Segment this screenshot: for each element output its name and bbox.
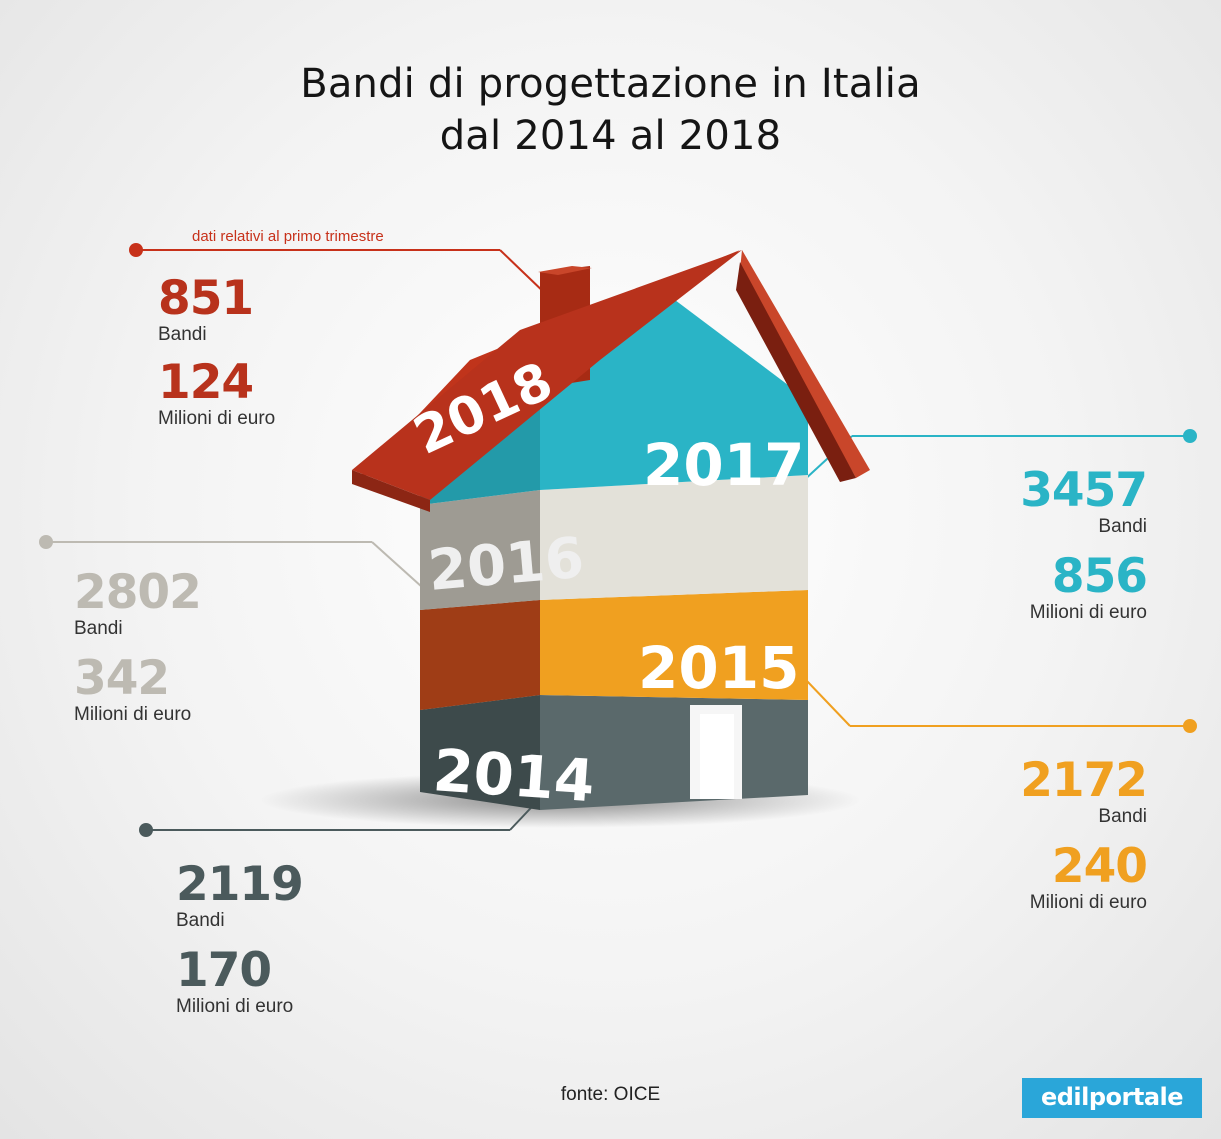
stat-2016-bandi: 2802 [74, 565, 202, 620]
stat-2016-milioni-label: Milioni di euro [74, 704, 192, 725]
band-2015-left-shade [420, 600, 540, 710]
band-2014-left [420, 695, 540, 810]
door-inner [700, 714, 734, 799]
band-2015-front [540, 590, 808, 700]
house-label-2015: 2015 [638, 634, 799, 702]
source-label: fonte: OICE [560, 1084, 661, 1105]
house-label-2014: 2014 [431, 736, 597, 815]
stat-2014-bandi-label: Bandi [176, 910, 225, 931]
stat-2015-bandi-label: Bandi [1098, 806, 1147, 827]
band-2017-front [540, 300, 808, 490]
dot-2016 [39, 535, 53, 549]
stat-2014: 2119 Bandi 170 Milioni di euro [176, 857, 304, 1018]
page-title: Bandi di progettazione in Italia dal 201… [0, 58, 1221, 162]
stat-2014-milioni: 170 [176, 943, 272, 998]
stat-2016-bandi-label: Bandi [74, 618, 123, 639]
dot-2018 [129, 243, 143, 257]
stat-2018-bandi-label: Bandi [158, 324, 207, 345]
stat-2018-milioni-label: Milioni di euro [158, 408, 276, 429]
stat-2016: 2802 Bandi 342 Milioni di euro [74, 565, 202, 726]
dot-2017 [1183, 429, 1197, 443]
stat-2015-milioni: 240 [1051, 839, 1148, 894]
stat-2017-milioni-label: Milioni di euro [1029, 602, 1147, 623]
stat-2015: 2172 Bandi 240 Milioni di euro [1020, 753, 1148, 914]
roof-right-eave [740, 250, 870, 478]
stat-2018: 851 Bandi 124 Milioni di euro [158, 274, 275, 430]
roof-right-under [736, 262, 856, 482]
edilportale-logo[interactable]: edilportale [1022, 1078, 1202, 1118]
stat-2018-bandi: 851 [158, 271, 254, 326]
roof-main [352, 250, 742, 500]
dot-2014 [139, 823, 153, 837]
stat-2015-bandi: 2172 [1020, 753, 1148, 808]
chimney-top [538, 266, 592, 275]
roof-left-edge [352, 470, 430, 512]
note-primo-trimestre: dati relativi al primo trimestre [192, 228, 384, 245]
stat-2015-milioni-label: Milioni di euro [1029, 892, 1147, 913]
title-line-2: dal 2014 al 2018 [439, 113, 782, 159]
house-label-2016: 2016 [426, 526, 587, 604]
band-2016-left [420, 490, 540, 610]
stat-2014-bandi: 2119 [176, 857, 304, 912]
connector-2015 [805, 679, 1190, 727]
stat-2016-milioni: 342 [74, 651, 170, 706]
stat-2017: 3457 Bandi 856 Milioni di euro [1020, 463, 1148, 624]
stat-2017-bandi-label: Bandi [1098, 516, 1147, 537]
dot-2015 [1183, 719, 1197, 733]
stat-2017-milioni: 856 [1051, 549, 1148, 604]
house-label-2017: 2017 [643, 431, 804, 499]
stat-2018-milioni: 124 [158, 355, 254, 410]
stat-2014-milioni-label: Milioni di euro [176, 996, 294, 1017]
band-2016-front [540, 475, 808, 600]
title-line-1: Bandi di progettazione in Italia [300, 61, 921, 107]
stat-2017-bandi: 3457 [1020, 463, 1148, 518]
